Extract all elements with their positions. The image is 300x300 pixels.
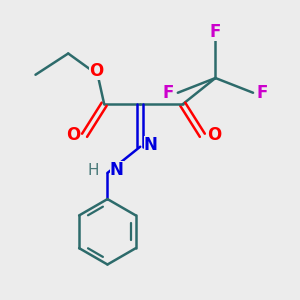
Text: O: O xyxy=(89,62,103,80)
Text: H: H xyxy=(88,163,100,178)
Text: F: F xyxy=(256,84,268,102)
Text: N: N xyxy=(110,161,124,179)
Text: F: F xyxy=(210,22,221,40)
Text: F: F xyxy=(163,84,174,102)
Text: N: N xyxy=(144,136,158,154)
Text: O: O xyxy=(66,126,80,144)
Text: O: O xyxy=(207,126,221,144)
